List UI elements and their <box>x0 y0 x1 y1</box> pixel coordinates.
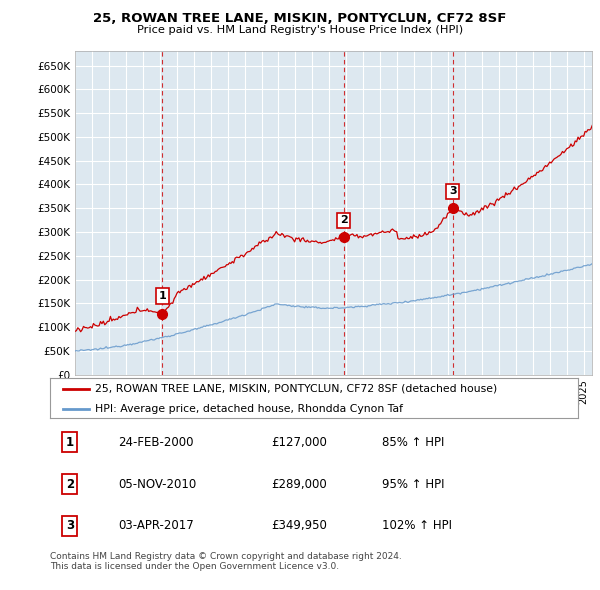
Text: 03-APR-2017: 03-APR-2017 <box>118 519 194 532</box>
Text: 85% ↑ HPI: 85% ↑ HPI <box>382 436 445 449</box>
Text: 102% ↑ HPI: 102% ↑ HPI <box>382 519 452 532</box>
Text: 1: 1 <box>158 291 166 301</box>
Text: 25, ROWAN TREE LANE, MISKIN, PONTYCLUN, CF72 8SF: 25, ROWAN TREE LANE, MISKIN, PONTYCLUN, … <box>94 12 506 25</box>
Text: Price paid vs. HM Land Registry's House Price Index (HPI): Price paid vs. HM Land Registry's House … <box>137 25 463 35</box>
Text: 2: 2 <box>66 477 74 491</box>
Text: Contains HM Land Registry data © Crown copyright and database right 2024.
This d: Contains HM Land Registry data © Crown c… <box>50 552 401 571</box>
Text: 05-NOV-2010: 05-NOV-2010 <box>118 477 197 491</box>
Text: 3: 3 <box>66 519 74 532</box>
Text: 2: 2 <box>340 215 347 225</box>
Text: £289,000: £289,000 <box>272 477 328 491</box>
Text: 25, ROWAN TREE LANE, MISKIN, PONTYCLUN, CF72 8SF (detached house): 25, ROWAN TREE LANE, MISKIN, PONTYCLUN, … <box>95 384 497 394</box>
Text: 24-FEB-2000: 24-FEB-2000 <box>118 436 194 449</box>
Text: 1: 1 <box>66 436 74 449</box>
Text: 95% ↑ HPI: 95% ↑ HPI <box>382 477 445 491</box>
Text: £127,000: £127,000 <box>272 436 328 449</box>
Text: HPI: Average price, detached house, Rhondda Cynon Taf: HPI: Average price, detached house, Rhon… <box>95 404 403 414</box>
Text: £349,950: £349,950 <box>272 519 328 532</box>
Text: 3: 3 <box>449 186 457 196</box>
